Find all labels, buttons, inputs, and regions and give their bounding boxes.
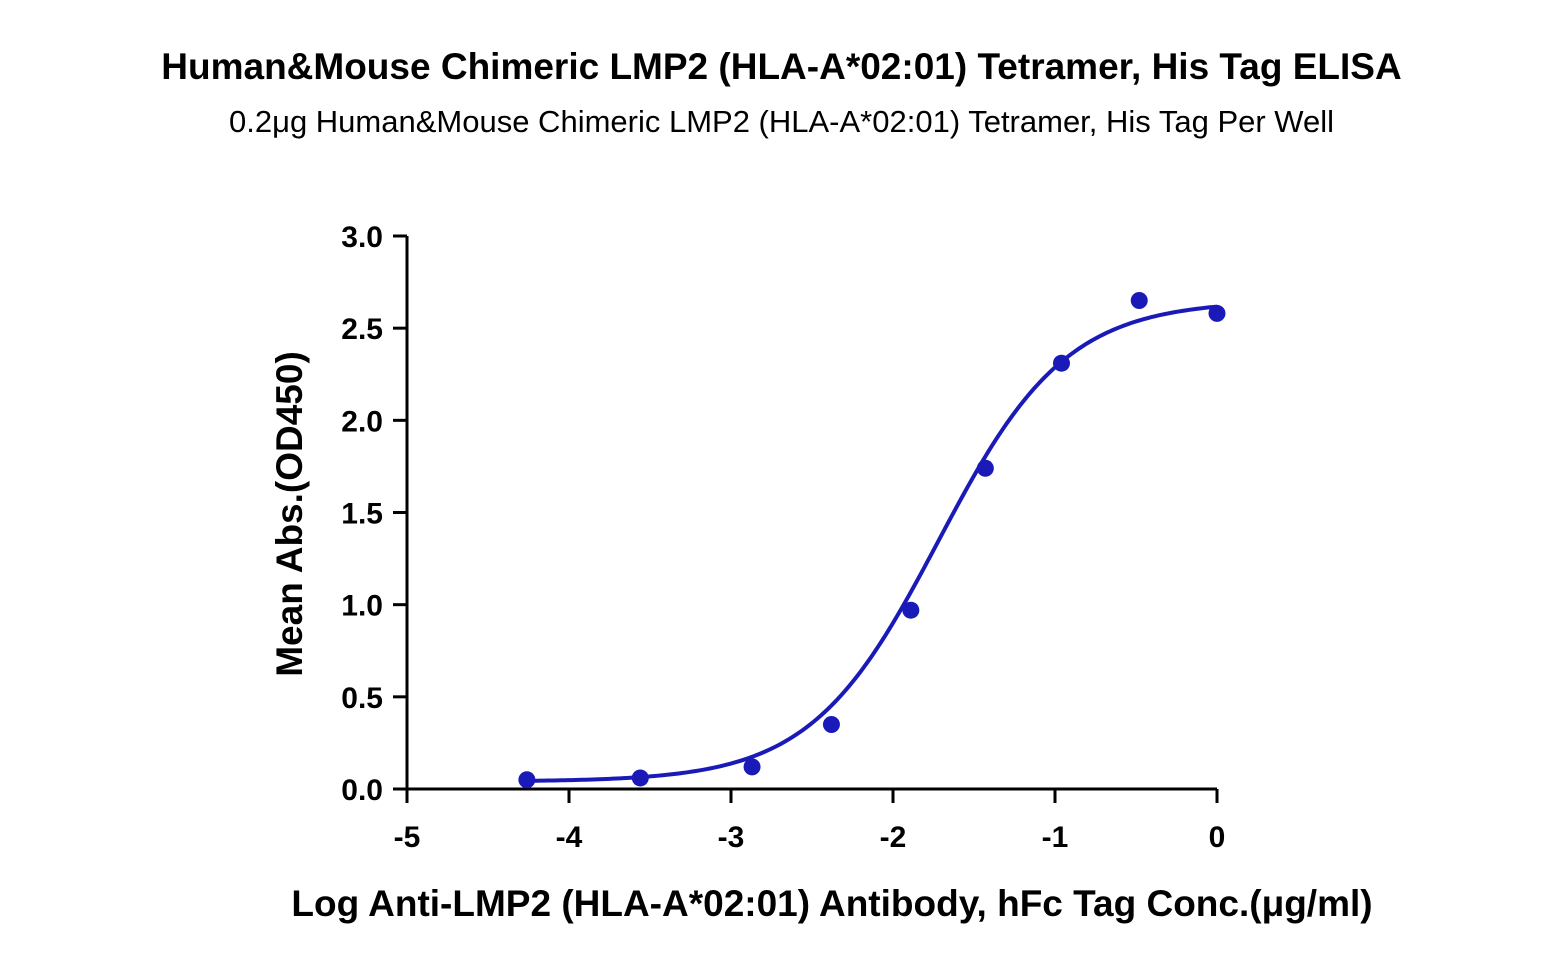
y-axis-label: Mean Abs.(OD450) [269,351,310,677]
x-tick-label: -2 [880,821,907,854]
data-point [743,758,761,776]
data-point [1208,304,1226,322]
data-point [822,715,840,733]
y-tick-label: 0.5 [341,682,383,715]
x-axis-label: Log Anti-LMP2 (HLA-A*02:01) Antibody, hF… [291,883,1372,924]
data-point [1130,292,1148,310]
y-tick-label: 0.0 [341,774,383,807]
y-tick-label: 2.5 [341,313,383,346]
data-point [631,769,649,787]
x-tick-label: -1 [1042,821,1069,854]
chart-subtitle: 0.2μg Human&Mouse Chimeric LMP2 (HLA-A*0… [228,104,1335,139]
x-tick-label: -3 [718,821,745,854]
data-point [518,771,536,789]
data-point [1052,354,1070,372]
fit-curve [526,304,1218,783]
data-point [902,601,920,619]
x-tick-label: 0 [1209,821,1226,854]
y-axis: 0.0 0.5 1.0 1.5 2.0 2.5 3.0 [341,221,409,807]
y-tick-label: 2.0 [341,405,383,438]
chart-title: Human&Mouse Chimeric LMP2 (HLA-A*02:01) … [161,46,1402,87]
x-axis: -5 -4 -3 -2 -1 0 [394,787,1226,854]
x-tick-label: -4 [556,821,583,854]
data-points [518,292,1226,789]
data-point [976,459,994,477]
y-tick-label: 3.0 [341,221,383,254]
y-tick-label: 1.5 [341,498,383,531]
y-tick-label: 1.0 [341,590,383,623]
x-tick-label: -5 [394,821,421,854]
